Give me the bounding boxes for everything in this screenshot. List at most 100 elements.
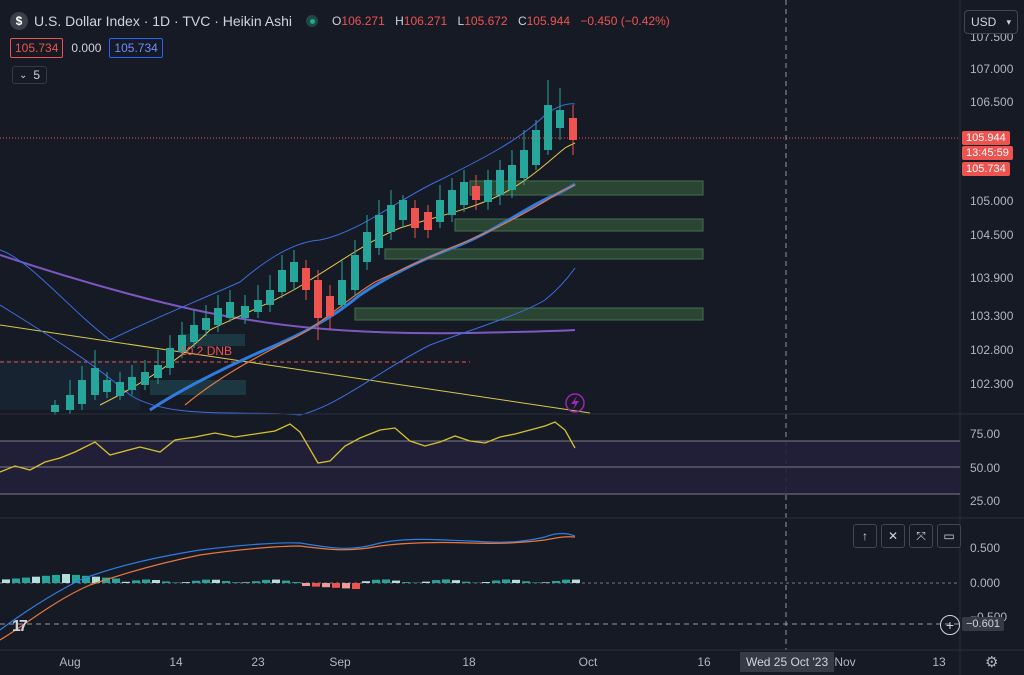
- time-tick-label: Oct: [579, 655, 598, 669]
- ohlc-values: O106.271 H106.271 L105.672 C105.944 −0.4…: [332, 14, 670, 28]
- close-icon[interactable]: ✕: [881, 524, 905, 548]
- zone-rect: [454, 218, 704, 232]
- indicators-collapse-button[interactable]: ⌄ 5: [12, 66, 48, 84]
- macd-bar: [532, 582, 540, 583]
- macd-line: [0, 532, 576, 631]
- candle-body: [254, 300, 262, 312]
- macd-bar: [22, 577, 30, 583]
- dnb-annotation[interactable]: 10.2 DNB: [180, 344, 233, 358]
- rsi-tick-label: 50.00: [970, 461, 1000, 475]
- macd-bar: [122, 581, 130, 583]
- price-axis[interactable]: 107.500107.000106.500105.000104.500103.9…: [59, 30, 1013, 669]
- indicator-values: 105.734 0.000 105.734: [10, 38, 163, 58]
- symbol-title[interactable]: U.S. Dollar Index · 1D · TVC · Heikin As…: [34, 13, 293, 29]
- candle-body: [66, 395, 74, 410]
- macd-bar: [302, 583, 310, 586]
- time-tick-label: Aug: [59, 655, 80, 669]
- zone-rect: [384, 248, 704, 260]
- candle-body: [141, 372, 149, 385]
- macd-bar: [272, 579, 280, 583]
- time-tick-label: Sep: [329, 655, 351, 669]
- candle-body: [508, 165, 516, 190]
- zone-rect: [469, 180, 704, 196]
- crosshair-date-label: Wed 25 Oct '23: [740, 652, 835, 672]
- macd-bar: [162, 581, 170, 583]
- macd-histogram: [2, 574, 580, 589]
- macd-bar: [482, 582, 490, 583]
- macd-bar: [442, 579, 450, 583]
- macd-bar: [62, 574, 70, 583]
- macd-bar: [552, 580, 560, 583]
- currency-label: USD: [971, 15, 997, 29]
- macd-bar: [192, 580, 200, 583]
- macd-bar: [42, 575, 50, 583]
- macd-bar: [462, 581, 470, 583]
- macd-bar: [292, 581, 300, 583]
- candle-body: [226, 302, 234, 318]
- orange-ma: [184, 184, 576, 406]
- candle-body: [241, 306, 249, 318]
- price-tick-label: 106.500: [970, 95, 1014, 109]
- arrow-up-icon[interactable]: ↑: [853, 524, 877, 548]
- price-tick-label: 104.500: [970, 228, 1014, 242]
- macd-bar: [242, 582, 250, 583]
- price-tick-label: 107.000: [970, 62, 1014, 76]
- macd-bar: [522, 581, 530, 583]
- legend: $ U.S. Dollar Index · 1D · TVC · Heikin …: [10, 12, 677, 30]
- rsi-tick-label: 25.00: [970, 494, 1000, 508]
- macd-bar: [2, 579, 10, 583]
- tradingview-logo[interactable]: 17: [12, 618, 28, 635]
- candle-body: [278, 270, 286, 292]
- time-tick-label: 16: [697, 655, 711, 669]
- macd-bar: [82, 575, 90, 583]
- candle-body: [91, 368, 99, 395]
- macd-bar: [12, 578, 20, 583]
- candle-body: [51, 405, 59, 412]
- macd-tick-label: 0.500: [970, 541, 1000, 555]
- rsi-tick-label: 75.00: [970, 427, 1000, 441]
- symbol-icon[interactable]: $: [10, 12, 28, 30]
- candle-body: [338, 280, 346, 305]
- add-plus-icon[interactable]: +: [940, 615, 960, 635]
- macd-bar: [202, 579, 210, 583]
- restore-icon[interactable]: ▭: [937, 524, 961, 548]
- gear-icon[interactable]: ⚙: [985, 654, 999, 671]
- time-tick-label: Nov: [834, 655, 855, 669]
- macd-bar: [182, 582, 190, 583]
- candle-body: [424, 212, 432, 230]
- candle-body: [496, 170, 504, 195]
- candle-body: [78, 380, 86, 404]
- candle-body: [166, 348, 174, 368]
- candle-body: [484, 180, 492, 202]
- macd-bar: [222, 581, 230, 583]
- candle-body: [387, 205, 395, 232]
- macd-bar: [502, 579, 510, 583]
- crosshair-price-label: −0.601: [962, 617, 1004, 631]
- candle-body: [363, 232, 371, 262]
- macd-bar: [372, 579, 380, 583]
- indicator-value-2: 0.000: [71, 41, 102, 55]
- price-tick-label: 103.300: [970, 309, 1014, 323]
- macd-bar: [32, 576, 40, 583]
- collapse-icon[interactable]: ⤧: [909, 524, 933, 548]
- macd-bar: [142, 579, 150, 583]
- current-price-label: 105.944: [962, 131, 1010, 145]
- blue-band-upper: [0, 103, 576, 341]
- lightning-icon[interactable]: [565, 393, 585, 413]
- candle-body: [472, 186, 480, 200]
- market-status-icon[interactable]: [306, 15, 319, 27]
- currency-select[interactable]: USD ▾: [964, 10, 1018, 34]
- candle-body: [290, 262, 298, 282]
- price-tick-label: 102.300: [970, 377, 1014, 391]
- price-tick-label: 102.800: [970, 343, 1014, 357]
- pane-toolbar: ↑ ✕ ⤧ ▭: [853, 524, 961, 548]
- candle-body: [190, 325, 198, 342]
- candle-body: [266, 290, 274, 305]
- macd-bar: [252, 581, 260, 583]
- macd-bar: [452, 580, 460, 583]
- candle-body: [436, 200, 444, 222]
- macd-bar: [172, 582, 180, 583]
- macd-bar: [322, 583, 330, 588]
- macd-bar: [52, 574, 60, 583]
